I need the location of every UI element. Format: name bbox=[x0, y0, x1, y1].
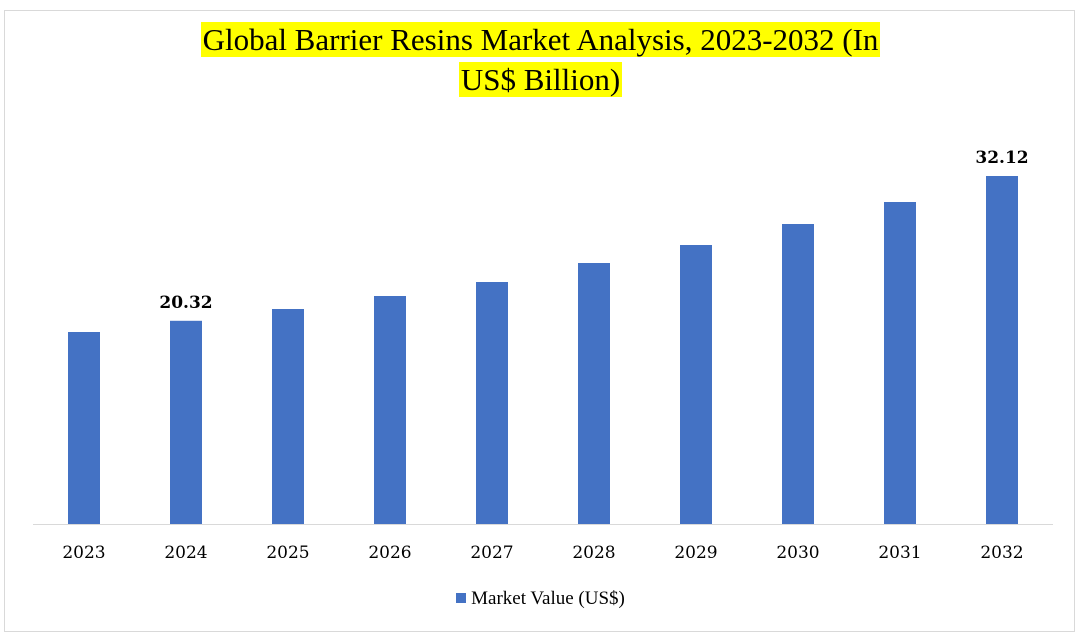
bar-2023 bbox=[68, 332, 100, 524]
bar-2025 bbox=[272, 309, 304, 524]
x-tick-label-2029: 2029 bbox=[674, 543, 717, 563]
bar-2029 bbox=[680, 245, 712, 524]
x-tick-label-2031: 2031 bbox=[878, 543, 921, 563]
bar-2030 bbox=[782, 224, 814, 524]
data-labels: 20.32 32.12 bbox=[159, 148, 1028, 313]
legend-swatch bbox=[456, 593, 467, 603]
bar-2032 bbox=[986, 176, 1018, 524]
bar-2028 bbox=[578, 263, 610, 524]
x-tick-label-2030: 2030 bbox=[776, 543, 819, 563]
bar-2026 bbox=[374, 296, 406, 524]
bar-2024 bbox=[170, 320, 202, 524]
x-tick-label-2026: 2026 bbox=[368, 543, 411, 563]
x-tick-labels: 2023 2024 2025 2026 2027 2028 2029 2030 2031 2032 bbox=[62, 543, 1023, 563]
x-tick-label-2032: 2032 bbox=[980, 543, 1023, 563]
x-tick-label-2027: 2027 bbox=[470, 543, 513, 563]
x-tick-label-2028: 2028 bbox=[572, 543, 615, 563]
data-label-2024: 20.32 bbox=[159, 293, 212, 313]
bars-group bbox=[68, 176, 1018, 524]
x-tick-label-2023: 2023 bbox=[62, 543, 105, 563]
chart-title-line1: Global Barrier Resins Market Analysis, 2… bbox=[200, 22, 881, 57]
chart-title: Global Barrier Resins Market Analysis, 2… bbox=[0, 20, 1081, 100]
bar-2027 bbox=[476, 282, 508, 524]
x-tick-label-2025: 2025 bbox=[266, 543, 309, 563]
chart-title-line2: US$ Billion) bbox=[458, 62, 623, 97]
legend: Market Value (US$) bbox=[0, 588, 1081, 610]
x-tick-label-2024: 2024 bbox=[164, 543, 207, 563]
legend-label: Market Value (US$) bbox=[471, 588, 625, 609]
data-label-2032: 32.12 bbox=[975, 148, 1028, 168]
bar-2031 bbox=[884, 202, 916, 524]
